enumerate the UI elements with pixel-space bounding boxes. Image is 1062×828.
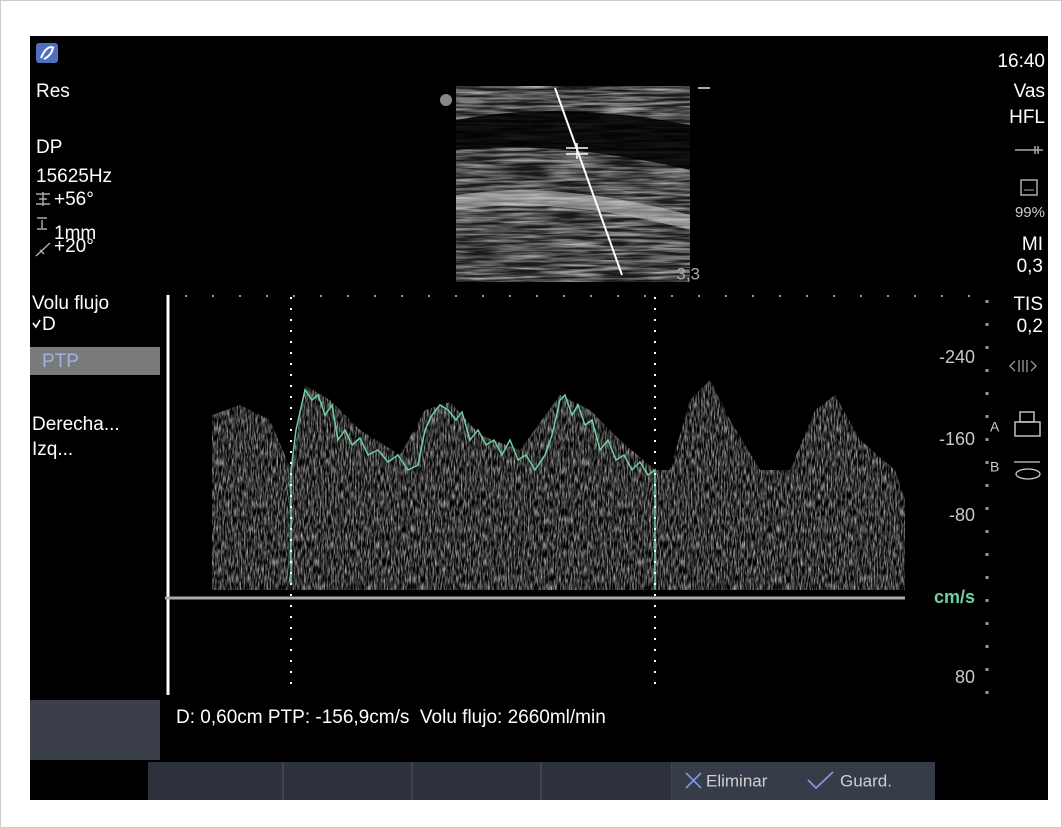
printer-label: A — [990, 419, 1000, 435]
softkey-label[interactable]: Guard. — [840, 771, 892, 790]
mode: DP — [36, 137, 62, 158]
side-key[interactable] — [30, 700, 160, 760]
logo — [36, 43, 58, 63]
tis-value: 0,2 — [1017, 316, 1043, 337]
clock: 16:40 — [997, 51, 1045, 72]
application: Vas — [1014, 81, 1045, 102]
scale-label: -240 — [939, 347, 975, 367]
scale-label: -80 — [949, 505, 975, 525]
image-marker — [440, 94, 452, 106]
menu-item[interactable]: PTP — [42, 351, 79, 372]
menu-title: Volu flujo — [32, 293, 109, 314]
steer: +20° — [54, 236, 94, 257]
preset: Res — [36, 81, 70, 102]
scale-unit: cm/s — [934, 587, 975, 607]
dvd-label: B — [990, 459, 999, 475]
tis-label: TIS — [1013, 294, 1043, 315]
storage: 99% — [1015, 204, 1045, 221]
menu-item[interactable]: Derecha... — [32, 414, 120, 435]
measurement: D: 0,60cm PTP: -156,9cm/s Volu flujo: 26… — [176, 707, 606, 728]
probe: HFL — [1009, 107, 1045, 128]
image-depth: 3,3 — [676, 264, 700, 283]
scale-label: 80 — [955, 667, 975, 687]
angle: +56° — [54, 189, 94, 210]
menu-item[interactable]: D — [42, 314, 56, 335]
scale-label: -160 — [939, 429, 975, 449]
prf: 15625Hz — [36, 166, 112, 187]
menu-item[interactable]: Izq... — [32, 439, 73, 460]
softkey-label[interactable]: Eliminar — [706, 771, 768, 790]
page: Res DP 15625Hz +56° 1mm +20° Volu flujo … — [0, 0, 1062, 828]
screenshot: Res DP 15625Hz +56° 1mm +20° Volu flujo … — [0, 0, 1062, 828]
mi-label: MI — [1022, 234, 1043, 255]
mi-value: 0,3 — [1017, 256, 1043, 277]
